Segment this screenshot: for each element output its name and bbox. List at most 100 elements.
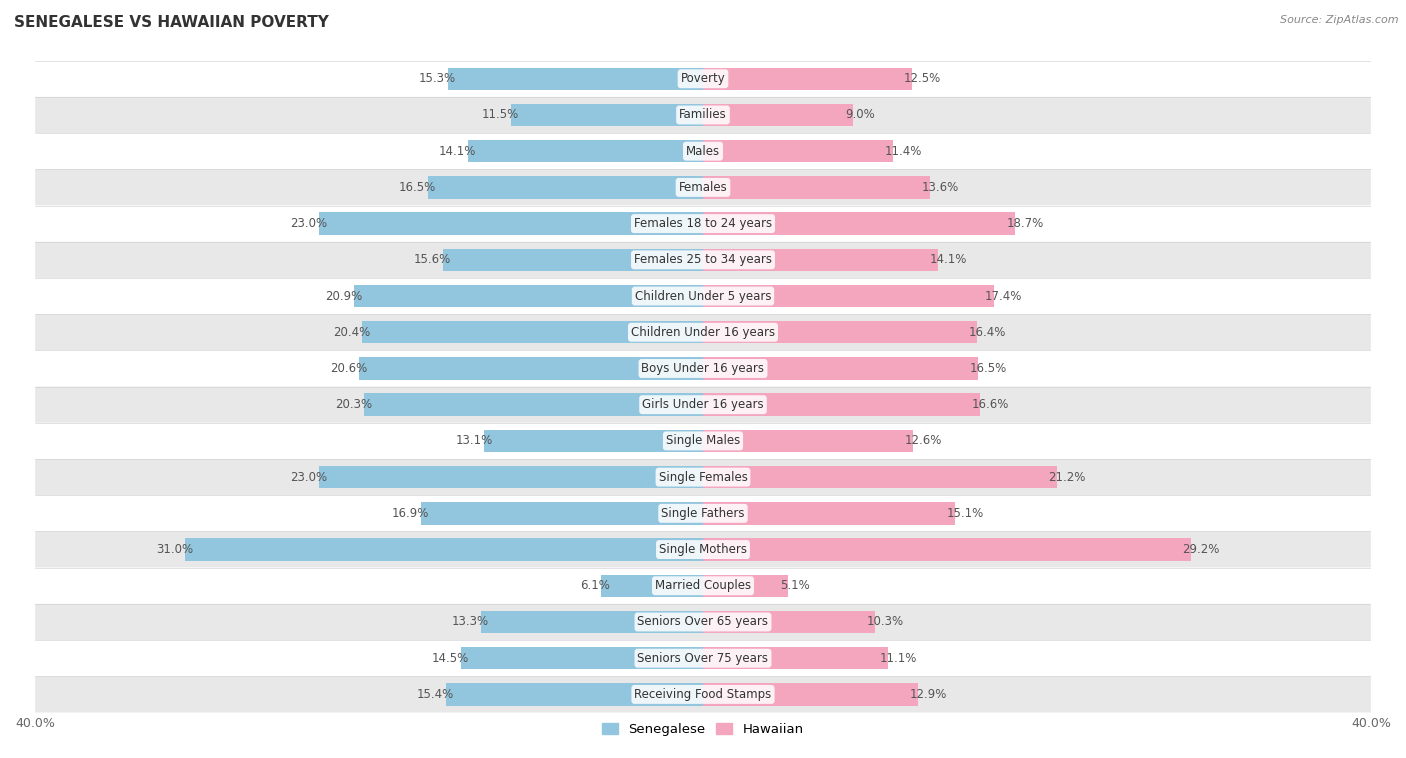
Text: 16.4%: 16.4% [969,326,1005,339]
Text: 5.1%: 5.1% [780,579,810,592]
FancyBboxPatch shape [35,169,1371,205]
Text: 15.3%: 15.3% [419,72,456,85]
Text: Families: Families [679,108,727,121]
Text: SENEGALESE VS HAWAIIAN POVERTY: SENEGALESE VS HAWAIIAN POVERTY [14,15,329,30]
Bar [703,67,911,90]
Text: 14.5%: 14.5% [432,652,470,665]
Text: 16.6%: 16.6% [972,398,1010,411]
Bar [703,321,977,343]
Text: 23.0%: 23.0% [290,471,328,484]
Bar [510,104,703,126]
FancyBboxPatch shape [35,350,1371,387]
Text: Boys Under 16 years: Boys Under 16 years [641,362,765,375]
Text: 6.1%: 6.1% [579,579,609,592]
FancyBboxPatch shape [35,97,1371,133]
Text: 15.1%: 15.1% [946,507,984,520]
Text: 15.6%: 15.6% [413,253,451,266]
Bar [443,249,703,271]
Text: Children Under 5 years: Children Under 5 years [634,290,772,302]
FancyBboxPatch shape [35,495,1371,531]
Legend: Senegalese, Hawaiian: Senegalese, Hawaiian [598,718,808,742]
Bar [703,466,1057,488]
Text: 11.1%: 11.1% [880,652,917,665]
Text: 16.9%: 16.9% [392,507,429,520]
FancyBboxPatch shape [35,531,1371,568]
Text: 15.4%: 15.4% [418,688,454,701]
Text: 20.6%: 20.6% [330,362,367,375]
Text: Girls Under 16 years: Girls Under 16 years [643,398,763,411]
Text: 14.1%: 14.1% [439,145,475,158]
Bar [703,176,931,199]
Text: Single Males: Single Males [666,434,740,447]
FancyBboxPatch shape [35,676,1371,713]
Bar [354,285,703,307]
Text: Single Mothers: Single Mothers [659,543,747,556]
Text: 11.5%: 11.5% [482,108,519,121]
Text: 21.2%: 21.2% [1049,471,1085,484]
Bar [363,321,703,343]
Text: 13.3%: 13.3% [453,615,489,628]
FancyBboxPatch shape [35,423,1371,459]
FancyBboxPatch shape [35,242,1371,278]
Bar [420,502,703,525]
Bar [481,611,703,633]
FancyBboxPatch shape [35,387,1371,423]
Bar [364,393,703,416]
Text: 12.5%: 12.5% [903,72,941,85]
Text: 18.7%: 18.7% [1007,217,1045,230]
FancyBboxPatch shape [35,604,1371,640]
FancyBboxPatch shape [35,278,1371,314]
Text: Married Couples: Married Couples [655,579,751,592]
Text: Females: Females [679,181,727,194]
Text: Children Under 16 years: Children Under 16 years [631,326,775,339]
Bar [427,176,703,199]
Text: 20.9%: 20.9% [325,290,363,302]
Text: 13.1%: 13.1% [456,434,492,447]
FancyBboxPatch shape [35,314,1371,350]
Bar [602,575,703,597]
Text: Seniors Over 75 years: Seniors Over 75 years [637,652,769,665]
Bar [703,393,980,416]
Bar [468,140,703,162]
Bar [703,647,889,669]
Bar [461,647,703,669]
Text: 20.3%: 20.3% [335,398,373,411]
FancyBboxPatch shape [35,205,1371,242]
Text: Single Females: Single Females [658,471,748,484]
Text: Males: Males [686,145,720,158]
Text: 9.0%: 9.0% [845,108,875,121]
Bar [186,538,703,561]
FancyBboxPatch shape [35,133,1371,169]
Text: 12.9%: 12.9% [910,688,948,701]
Text: 13.6%: 13.6% [922,181,959,194]
Text: Poverty: Poverty [681,72,725,85]
Bar [703,430,914,452]
Bar [703,538,1191,561]
Bar [319,466,703,488]
FancyBboxPatch shape [35,640,1371,676]
Text: Source: ZipAtlas.com: Source: ZipAtlas.com [1281,15,1399,25]
Text: Single Fathers: Single Fathers [661,507,745,520]
Text: 14.1%: 14.1% [931,253,967,266]
Text: 20.4%: 20.4% [333,326,371,339]
Bar [703,104,853,126]
Bar [703,683,918,706]
Text: 11.4%: 11.4% [884,145,922,158]
Text: 16.5%: 16.5% [399,181,436,194]
Bar [703,357,979,380]
FancyBboxPatch shape [35,459,1371,495]
Text: 16.5%: 16.5% [970,362,1007,375]
Bar [703,212,1015,235]
Text: Seniors Over 65 years: Seniors Over 65 years [637,615,769,628]
Bar [447,67,703,90]
Bar [703,249,938,271]
Text: 23.0%: 23.0% [290,217,328,230]
Bar [446,683,703,706]
Text: Receiving Food Stamps: Receiving Food Stamps [634,688,772,701]
Text: 10.3%: 10.3% [866,615,904,628]
Text: 12.6%: 12.6% [905,434,942,447]
Text: 17.4%: 17.4% [986,290,1022,302]
Bar [703,140,893,162]
Bar [359,357,703,380]
Bar [319,212,703,235]
